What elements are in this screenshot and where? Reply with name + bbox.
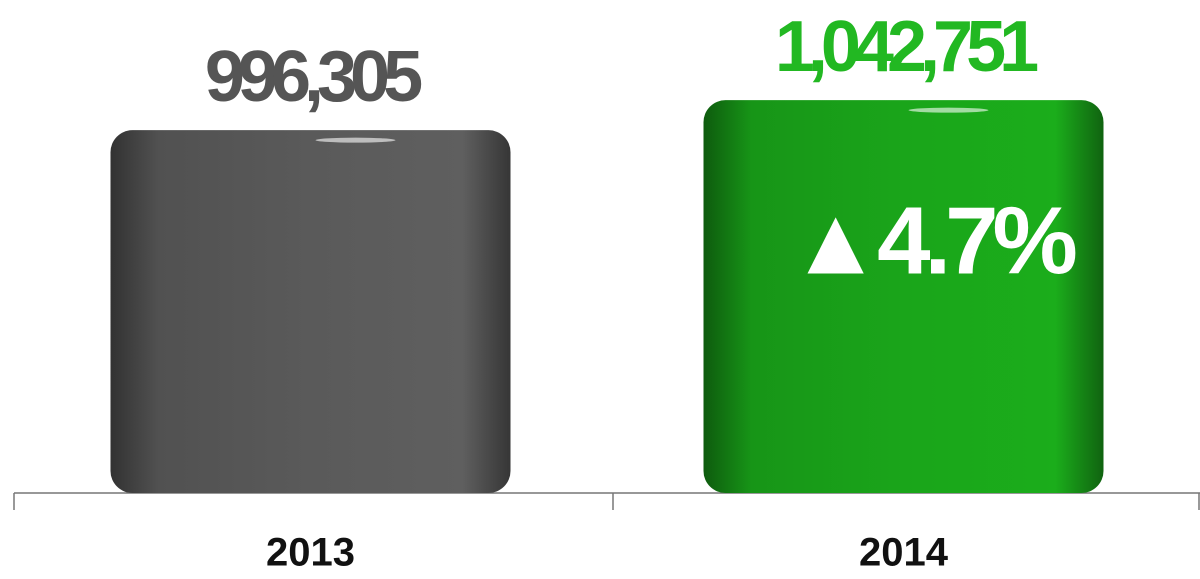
value-label: 1,042,751 <box>775 7 1038 87</box>
bar <box>110 130 511 493</box>
annotation: ▲4.7% <box>788 187 1075 294</box>
x-tick-label: 2013 <box>266 531 355 575</box>
bars: 996,305 2013 1,042,751 2014 <box>110 7 1104 575</box>
bar <box>703 100 1104 494</box>
value-label: 996,305 <box>205 37 422 117</box>
x-tick-label: 2014 <box>859 531 949 575</box>
